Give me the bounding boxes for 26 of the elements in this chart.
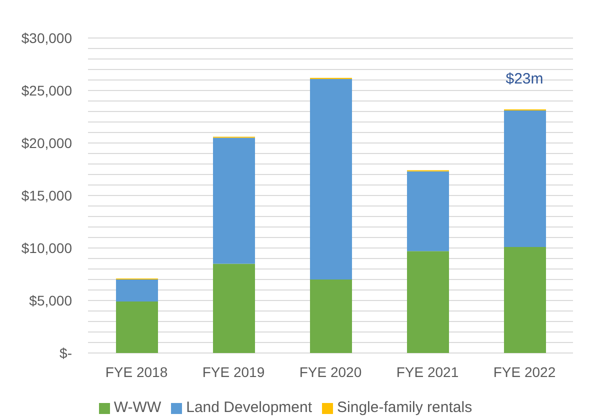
bar	[504, 246, 546, 353]
x-tick-label: FYE 2021	[396, 364, 459, 380]
y-tick-label: $20,000	[21, 134, 72, 151]
y-tick-label: $5,000	[29, 292, 72, 308]
y-tick-label: $15,000	[21, 187, 72, 204]
bar	[504, 110, 546, 247]
x-tick-label: FYE 2019	[202, 364, 265, 380]
x-tick-label: FYE 2018	[105, 364, 168, 380]
bar	[407, 171, 449, 252]
y-tick-label: $-	[60, 344, 72, 361]
y-tick-label: $10,000	[21, 240, 72, 256]
bar	[213, 264, 255, 353]
x-tick-label: FYE 2020	[299, 364, 362, 380]
x-tick-label: FYE 2022	[493, 364, 556, 380]
annotation: $23m	[506, 70, 544, 88]
y-tick-label: $30,000	[21, 30, 72, 46]
bar	[310, 78, 352, 280]
legend-label: Single-family rentals	[337, 399, 472, 416]
legend-label: W-WW	[114, 399, 162, 416]
bar	[310, 280, 352, 353]
bar	[116, 302, 158, 353]
bar	[407, 251, 449, 353]
bar	[213, 138, 255, 264]
bar	[116, 280, 158, 302]
legend-label: Land Development	[186, 399, 312, 416]
y-tick-label: $25,000	[21, 82, 72, 98]
